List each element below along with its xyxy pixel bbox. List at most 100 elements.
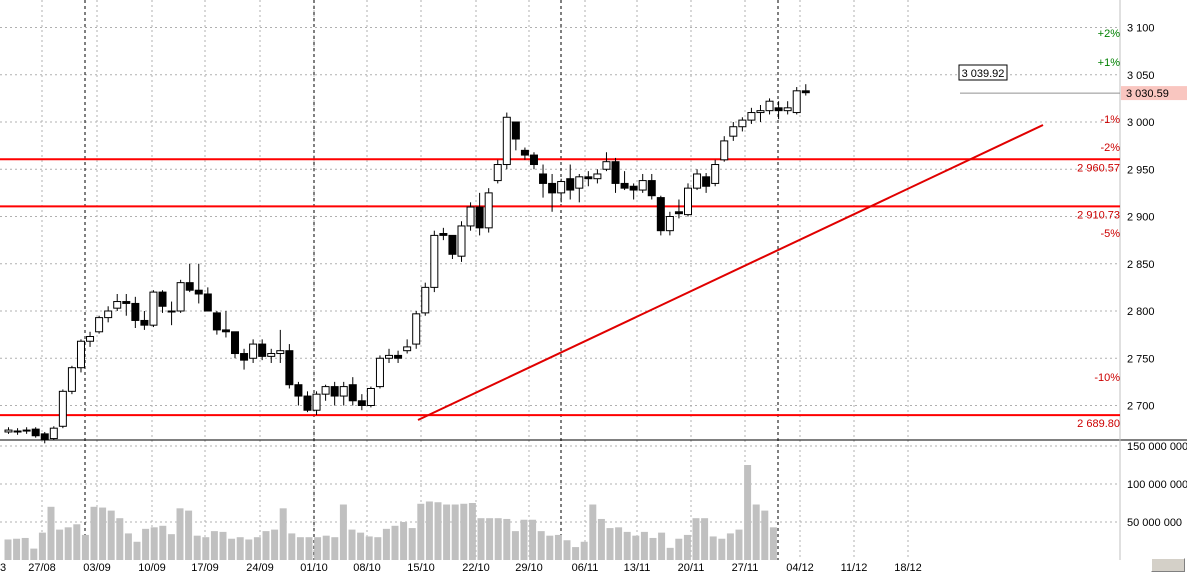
volume-bar bbox=[331, 537, 339, 560]
volume-bar bbox=[701, 518, 709, 560]
candle-body bbox=[385, 354, 394, 359]
percent-change-label: +1% bbox=[1098, 57, 1121, 69]
percent-change-label: -10% bbox=[1094, 372, 1120, 384]
volume-bar bbox=[425, 501, 433, 560]
volume-bar bbox=[56, 529, 64, 560]
candle-body bbox=[783, 107, 792, 112]
price-axis-tick-label: 2 900 bbox=[1127, 212, 1155, 224]
candle-body bbox=[738, 119, 747, 128]
volume-bar bbox=[357, 532, 365, 560]
date-axis-tick-label: 22/10 bbox=[462, 562, 490, 572]
volume-bar bbox=[683, 534, 691, 560]
volume-bar bbox=[47, 506, 55, 560]
candle-body bbox=[702, 176, 711, 187]
volume-bar bbox=[133, 541, 141, 560]
candle-body bbox=[711, 164, 720, 184]
candle-body bbox=[231, 331, 239, 355]
candle-body bbox=[412, 313, 421, 345]
percent-change-label: -1% bbox=[1100, 114, 1120, 126]
volume-bar bbox=[752, 504, 760, 560]
horizontal-scrollbar-thumb[interactable] bbox=[1151, 558, 1185, 572]
volume-bar bbox=[460, 503, 468, 560]
volume-bar bbox=[107, 510, 115, 560]
candle-body bbox=[330, 386, 339, 397]
volume-bar bbox=[81, 534, 89, 560]
candle-body bbox=[67, 367, 76, 392]
volume-bar bbox=[563, 540, 571, 560]
candle-body bbox=[158, 291, 167, 307]
volume-bar bbox=[451, 504, 459, 560]
candle-body bbox=[529, 154, 538, 166]
candle-body bbox=[113, 301, 122, 309]
candle-body bbox=[312, 393, 321, 411]
candle-body bbox=[457, 225, 466, 257]
candle-body bbox=[539, 173, 548, 184]
date-axis-tick-label: 3 bbox=[0, 562, 6, 572]
candle-body bbox=[511, 121, 520, 140]
candle-body bbox=[49, 427, 58, 440]
candle-body bbox=[58, 390, 67, 427]
volume-bar bbox=[150, 527, 158, 560]
candle-body bbox=[801, 90, 810, 94]
candle-body bbox=[774, 107, 783, 112]
volume-bar bbox=[374, 537, 382, 560]
volume-bar bbox=[142, 528, 150, 560]
volume-bar bbox=[640, 531, 648, 560]
candle-body bbox=[765, 100, 774, 112]
candle-body bbox=[339, 386, 348, 397]
volume-bar bbox=[503, 518, 511, 560]
candle-body bbox=[756, 110, 765, 114]
volume-bar bbox=[632, 535, 640, 560]
candle-body bbox=[76, 340, 85, 369]
volume-bar bbox=[408, 528, 416, 560]
volume-bar bbox=[494, 518, 502, 560]
candle-body bbox=[357, 400, 366, 406]
candle-body bbox=[665, 216, 674, 232]
volume-bar bbox=[159, 525, 167, 560]
volume-bar bbox=[279, 508, 287, 560]
volume-bar bbox=[477, 518, 485, 560]
volume-bar bbox=[185, 510, 193, 560]
last-high-box bbox=[958, 64, 1008, 81]
volume-bar bbox=[580, 541, 588, 560]
volume-bar bbox=[658, 532, 666, 560]
volume-bar bbox=[13, 538, 21, 560]
percent-change-label: +2% bbox=[1098, 28, 1121, 40]
date-axis-tick-label: 27/11 bbox=[732, 562, 759, 572]
candle-body bbox=[629, 185, 638, 191]
volume-bar bbox=[339, 504, 347, 560]
candle-body bbox=[240, 353, 249, 361]
price-axis-tick-label: 3 100 bbox=[1127, 23, 1155, 35]
candle-body bbox=[792, 90, 801, 114]
date-axis-tick-label: 06/11 bbox=[572, 562, 599, 572]
volume-bar bbox=[597, 518, 605, 560]
price-axis-tick-label: 2 950 bbox=[1127, 164, 1155, 176]
candle-body bbox=[167, 310, 176, 313]
volume-bar bbox=[245, 539, 253, 560]
volume-bar bbox=[709, 536, 717, 560]
candle-body bbox=[104, 310, 113, 319]
candle-body bbox=[566, 178, 575, 191]
candle-body bbox=[493, 164, 502, 182]
candle-body bbox=[584, 176, 593, 180]
volume-bar bbox=[572, 547, 580, 560]
volume-bar bbox=[322, 535, 330, 560]
candle-body bbox=[95, 317, 104, 333]
last-price-label: 3 030.59 bbox=[1126, 88, 1169, 100]
volume-bar bbox=[769, 527, 777, 560]
candle-body bbox=[149, 291, 158, 326]
candle-body bbox=[221, 329, 230, 333]
candle-body bbox=[421, 286, 430, 314]
candle-body bbox=[747, 112, 756, 121]
level-value-label: 2 689.80 bbox=[1077, 418, 1120, 430]
last-price-box bbox=[1121, 86, 1187, 101]
candle-body bbox=[602, 161, 611, 170]
candle-body bbox=[13, 430, 22, 433]
candle-body bbox=[366, 387, 375, 406]
volume-bar bbox=[288, 533, 296, 560]
date-axis-tick-label: 08/10 bbox=[353, 562, 381, 572]
candle-body bbox=[249, 343, 258, 359]
date-axis-tick-label: 01/10 bbox=[300, 562, 328, 572]
